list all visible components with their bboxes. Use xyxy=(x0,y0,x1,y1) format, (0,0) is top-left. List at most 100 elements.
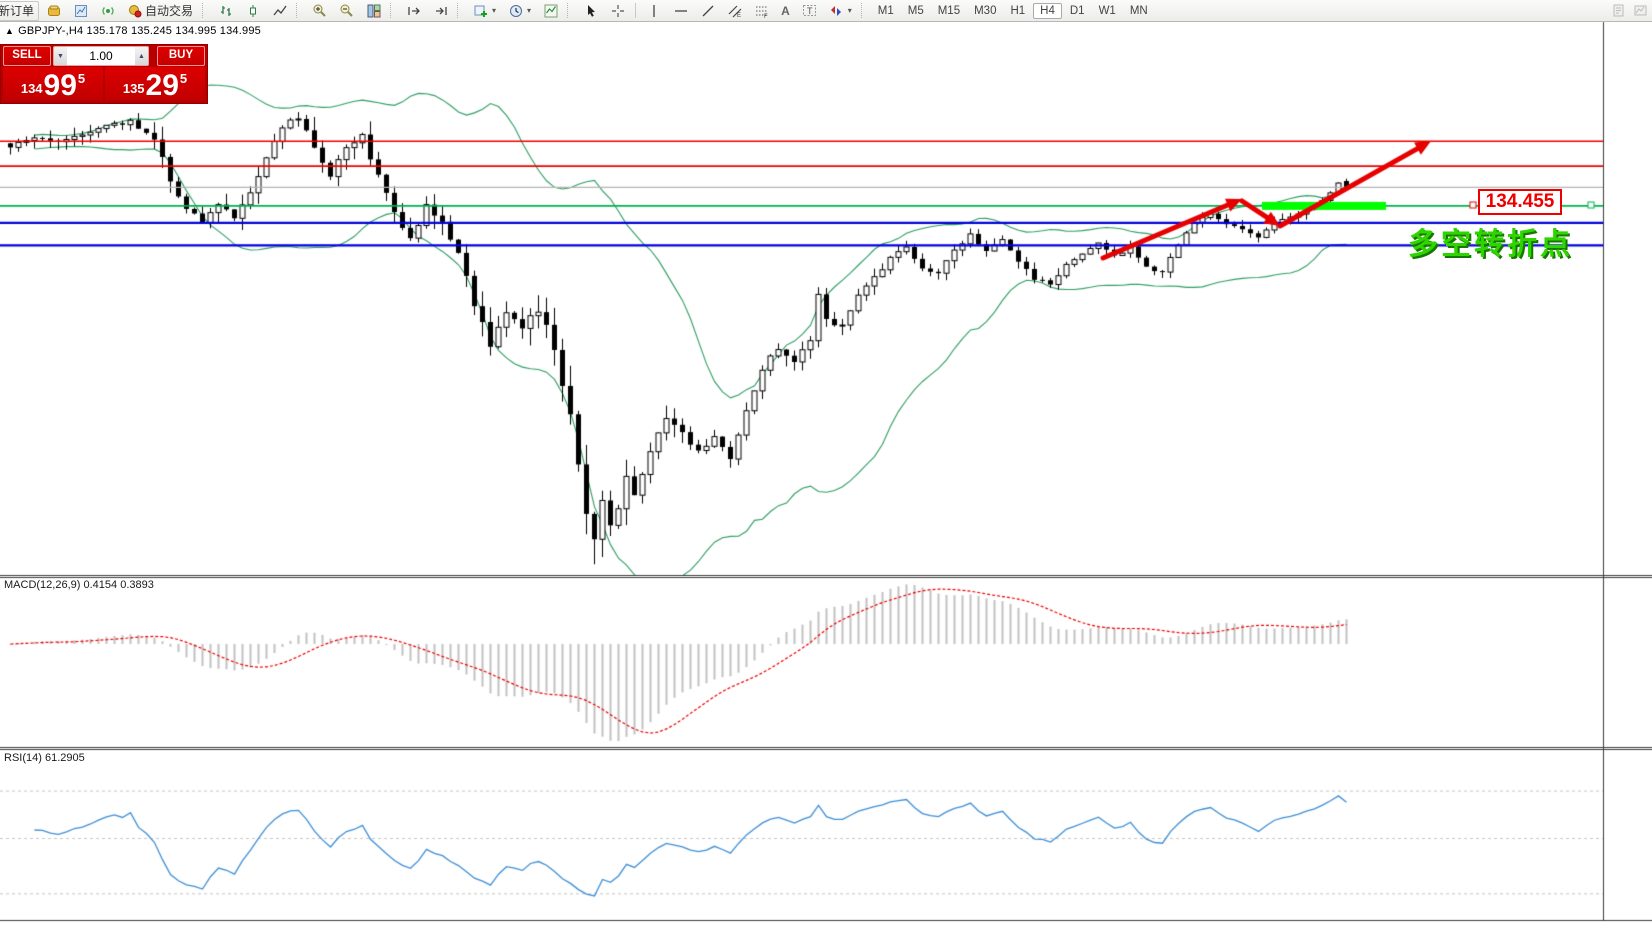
timeframe-button-M15[interactable]: M15 xyxy=(937,4,961,17)
arrows-icon xyxy=(829,3,844,18)
macd-main-value: 0.4154 xyxy=(83,579,118,591)
timeframe-button-H4[interactable]: H4 xyxy=(1033,2,1062,19)
autotrading-icon xyxy=(127,3,142,18)
market-watch-button[interactable] xyxy=(41,1,66,21)
volume-input[interactable] xyxy=(67,48,135,64)
timeframe-button-M30[interactable]: M30 xyxy=(974,4,997,17)
crosshair-tool-button[interactable] xyxy=(605,1,630,21)
sell-button[interactable]: SELL xyxy=(3,46,51,66)
candlestick-icon xyxy=(245,3,260,18)
new-order-button[interactable]: 新订单 xyxy=(0,0,40,21)
symbol-ohlc-text: GBPJPY-,H4 135.178 135.245 134.995 134.9… xyxy=(18,25,261,37)
toolbar-grip xyxy=(860,3,868,18)
autotrading-button[interactable]: 自动交易 xyxy=(122,1,198,21)
line-chart-icon xyxy=(272,3,287,18)
rsi-value: 61.2905 xyxy=(44,752,85,764)
toolbar-extra-icon[interactable] xyxy=(1612,3,1627,18)
signals-button[interactable] xyxy=(95,1,120,21)
macd-signal-value: 0.3893 xyxy=(120,579,154,591)
buy-price-display[interactable]: 135 29 5 xyxy=(105,67,205,101)
channel-tool-button[interactable]: E xyxy=(722,1,747,21)
cursor-icon xyxy=(583,3,598,18)
wallet-icon xyxy=(46,3,61,18)
new-chart-button[interactable]: ▾ xyxy=(468,1,501,21)
text-label-icon: T xyxy=(802,3,817,18)
timeframe-button-H1[interactable]: H1 xyxy=(1010,4,1026,17)
signal-icon xyxy=(100,3,115,18)
sell-price-prefix: 134 xyxy=(20,81,43,96)
new-order-label: 新订单 xyxy=(0,4,35,18)
toolbar-grip xyxy=(457,3,464,18)
horizontal-line-icon xyxy=(673,3,688,18)
zoom-out-icon xyxy=(339,3,354,18)
trendline-tool-button[interactable] xyxy=(695,1,720,21)
volume-decrease-button[interactable]: ▼ xyxy=(54,47,67,65)
text-label-tool-button[interactable]: T xyxy=(797,1,822,21)
zoom-in-button[interactable] xyxy=(307,1,332,21)
indicators-list-button[interactable] xyxy=(538,1,563,21)
rsi-label-row: RSI(14) 61.2905 xyxy=(4,752,85,764)
support-price-label-box[interactable]: 134.455 xyxy=(1478,189,1562,215)
volume-increase-button[interactable]: ▲ xyxy=(135,47,148,65)
fibonacci-icon: F xyxy=(754,3,769,18)
toolbar-grip xyxy=(390,3,397,18)
charts-window-button[interactable] xyxy=(68,1,93,21)
candlestick-mode-button[interactable] xyxy=(240,1,265,21)
text-tool-button[interactable]: A xyxy=(776,1,795,21)
timeframe-button-M5[interactable]: M5 xyxy=(907,4,924,17)
crosshair-icon xyxy=(610,3,625,18)
auto-scroll-button[interactable] xyxy=(428,1,453,21)
buy-price-big: 29 xyxy=(145,69,179,102)
symbol-info-bar: ▲ GBPJPY-,H4 135.178 135.245 134.995 134.… xyxy=(5,25,261,37)
timeframe-button-D1[interactable]: D1 xyxy=(1069,4,1085,17)
auto-scroll-icon xyxy=(433,3,448,18)
trendline-icon xyxy=(700,3,715,18)
toolbar-grip xyxy=(567,3,574,18)
tile-windows-icon xyxy=(366,3,381,18)
indicators-list-icon xyxy=(543,3,558,18)
toolbar-extra-icon[interactable] xyxy=(1633,3,1648,18)
bar-chart-icon xyxy=(218,3,233,18)
dropdown-arrow-icon: ▾ xyxy=(492,6,497,15)
turning-point-annotation[interactable]: 多空转折点 xyxy=(1408,228,1573,261)
horizontal-line-tool-button[interactable] xyxy=(668,1,693,21)
vertical-line-tool-button[interactable] xyxy=(641,1,666,21)
sell-price-big: 99 xyxy=(43,69,77,102)
arrows-tool-button[interactable]: ▾ xyxy=(824,1,857,21)
tile-windows-button[interactable] xyxy=(361,1,386,21)
macd-label: MACD(12,26,9) xyxy=(4,579,81,591)
zoom-in-icon xyxy=(312,3,327,18)
cursor-tool-button[interactable] xyxy=(578,1,603,21)
sell-price-display[interactable]: 134 99 5 xyxy=(3,67,103,101)
macd-label-row: MACD(12,26,9) 0.4154 0.3893 xyxy=(4,579,154,591)
period-profiles-button[interactable]: ▾ xyxy=(503,1,536,21)
timeframe-button-MN[interactable]: MN xyxy=(1129,4,1148,17)
dropdown-arrow-icon: ▾ xyxy=(847,6,852,15)
bar-chart-mode-button[interactable] xyxy=(213,1,238,21)
chart-shift-icon xyxy=(406,3,421,18)
vertical-line-icon xyxy=(646,3,661,18)
autotrading-label: 自动交易 xyxy=(145,4,194,18)
chart-window-icon xyxy=(73,3,88,18)
toolbar-grip xyxy=(296,3,303,18)
one-click-trading-panel: SELL ▼ ▲ BUY 134 99 5 135 29 5 xyxy=(0,44,208,104)
fibonacci-tool-button[interactable]: F xyxy=(749,1,774,21)
svg-text:T: T xyxy=(807,6,813,16)
buy-button[interactable]: BUY xyxy=(157,46,205,66)
line-chart-mode-button[interactable] xyxy=(267,1,292,21)
clock-icon xyxy=(508,3,523,18)
rsi-label: RSI(14) xyxy=(4,752,42,764)
sell-price-pip: 5 xyxy=(77,71,86,86)
buy-price-prefix: 135 xyxy=(122,81,145,96)
dropdown-arrow-icon: ▾ xyxy=(527,6,532,15)
one-click-collapse-icon[interactable]: ▲ xyxy=(5,26,15,36)
main-toolbar: 新订单 自动交易 ▾ ▾ E F A T ▾ M1 M5 M15 M30 H1 H4 D1 W… xyxy=(0,0,1652,22)
equidistant-channel-icon: E xyxy=(727,3,742,18)
zoom-out-button[interactable] xyxy=(334,1,359,21)
chart-shift-button[interactable] xyxy=(401,1,426,21)
buy-price-pip: 5 xyxy=(179,71,188,86)
timeframe-button-M1[interactable]: M1 xyxy=(877,4,894,17)
svg-text:E: E xyxy=(737,13,741,18)
timeframe-button-W1[interactable]: W1 xyxy=(1098,4,1116,17)
